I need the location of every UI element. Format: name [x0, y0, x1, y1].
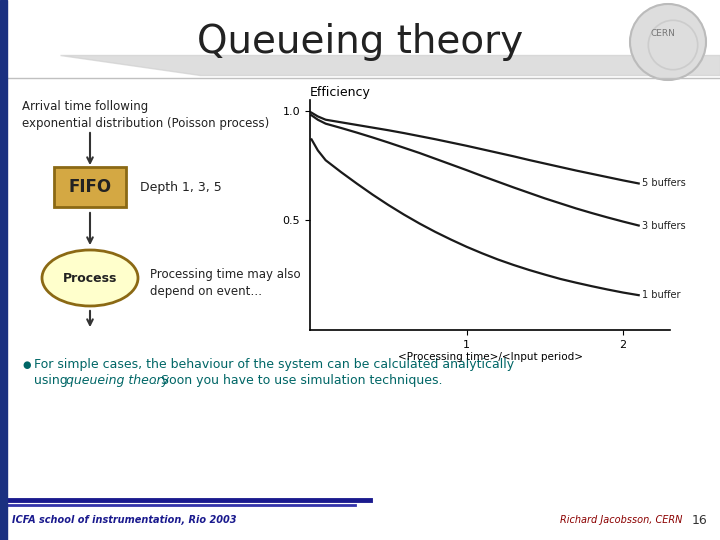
Text: Richard Jacobsson, CERN: Richard Jacobsson, CERN — [560, 515, 683, 525]
Text: using: using — [34, 374, 72, 387]
X-axis label: <Processing time>/<Input period>: <Processing time>/<Input period> — [397, 353, 582, 362]
Text: Arrival time following
exponential distribution (Poisson process): Arrival time following exponential distr… — [22, 100, 269, 130]
Text: For simple cases, the behaviour of the system can be calculated analytically: For simple cases, the behaviour of the s… — [34, 358, 514, 371]
Text: FIFO: FIFO — [68, 178, 112, 196]
Text: . Soon you have to use simulation techniques.: . Soon you have to use simulation techni… — [153, 374, 443, 387]
Text: 3 buffers: 3 buffers — [642, 220, 685, 231]
Text: queueing theory: queueing theory — [66, 374, 169, 387]
FancyBboxPatch shape — [54, 167, 126, 207]
Ellipse shape — [42, 250, 138, 306]
Polygon shape — [60, 55, 720, 75]
Text: Depth 1, 3, 5: Depth 1, 3, 5 — [140, 180, 222, 193]
Text: 16: 16 — [692, 514, 708, 526]
Text: Processing time may also
depend on event…: Processing time may also depend on event… — [150, 268, 301, 298]
Text: CERN: CERN — [651, 30, 675, 38]
Text: 5 buffers: 5 buffers — [642, 178, 685, 188]
Text: ICFA school of instrumentation, Rio 2003: ICFA school of instrumentation, Rio 2003 — [12, 515, 236, 525]
Bar — [0, 0, 7, 540]
Text: 1 buffer: 1 buffer — [642, 290, 680, 300]
Text: Queueing theory: Queueing theory — [197, 23, 523, 61]
Text: ●: ● — [22, 360, 30, 370]
Text: Efficiency: Efficiency — [310, 86, 371, 99]
Text: Process: Process — [63, 272, 117, 285]
Circle shape — [630, 4, 706, 80]
